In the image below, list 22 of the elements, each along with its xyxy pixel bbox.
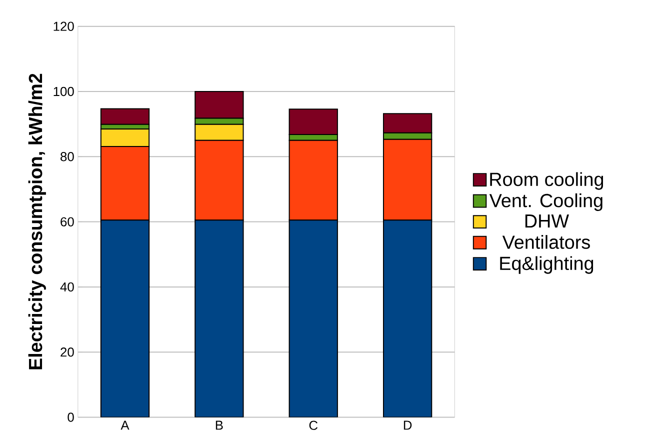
- x-tick-label: B: [216, 420, 223, 430]
- x-tick-label: D: [404, 420, 412, 430]
- bar: [382, 220, 432, 418]
- legend-label: DHW: [525, 214, 569, 228]
- legend-label: Eq&lighting: [500, 256, 594, 274]
- y-tick-label: 40: [60, 282, 74, 292]
- legend-label: Room cooling: [490, 172, 604, 190]
- y-tick-label: 0: [68, 412, 74, 422]
- y-axis-title: Electricity consumtpion, kWh/m2: [28, 74, 46, 370]
- bar: [100, 108, 150, 126]
- x-tick-label: A: [120, 420, 130, 430]
- bar: [100, 220, 150, 418]
- bar: [194, 220, 244, 418]
- y-tick-label: 60: [60, 217, 74, 226]
- y-tick-label: 80: [60, 152, 74, 162]
- legend-label: Ventilators: [502, 235, 590, 250]
- legend-label: Vent. Cooling: [489, 193, 602, 212]
- y-tick-label: 120: [54, 22, 74, 32]
- x-tick-label: C: [309, 420, 318, 430]
- y-tick-label: 100: [54, 87, 74, 96]
- y-tick-label: 20: [60, 348, 74, 357]
- bar: [288, 220, 338, 418]
